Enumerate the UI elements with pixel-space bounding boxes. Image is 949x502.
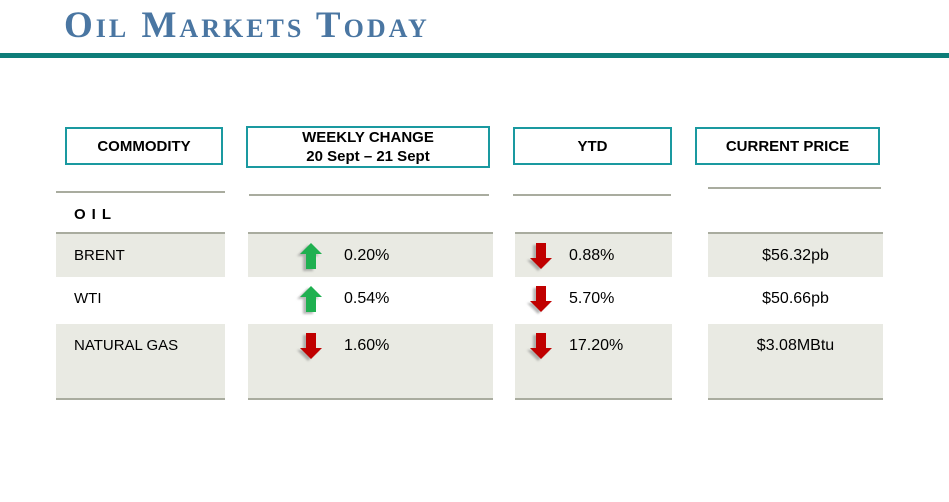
weekly-change-value: 0.20% <box>344 246 390 264</box>
arrow-down-icon <box>530 332 552 359</box>
ytd-value: 5.70% <box>569 289 615 307</box>
weekly-change-column: 0.20% 0.54% 1.60% <box>248 232 493 400</box>
column-header-label: CURRENT PRICE <box>725 137 850 155</box>
table-row: BRENT <box>56 234 225 277</box>
current-price-value: $3.08MBtu <box>756 336 835 354</box>
table-row: $3.08MBtu <box>708 324 883 398</box>
divider-line <box>249 194 489 196</box>
table-row: 0.54% <box>248 277 493 320</box>
section-label-oil: OIL <box>74 206 117 223</box>
weekly-change-value: 0.54% <box>344 289 390 307</box>
page-title: Oil Markets Today <box>64 5 430 46</box>
divider-line <box>56 191 225 193</box>
divider-line <box>513 194 671 196</box>
arrow-down-icon <box>300 332 322 359</box>
current-price-value: $56.32pb <box>762 246 829 264</box>
table-row: 0.88% <box>515 234 672 277</box>
table-row: 0.20% <box>248 234 493 277</box>
table-row: WTI <box>56 277 225 320</box>
column-header-sublabel: 20 Sept – 21 Sept <box>306 148 430 165</box>
table-row: NATURAL GAS <box>56 324 225 398</box>
ytd-value: 17.20% <box>569 336 624 354</box>
table-row: $56.32pb <box>708 234 883 277</box>
table-row: 1.60% <box>248 324 493 398</box>
column-header-commodity: COMMODITY <box>65 127 223 165</box>
arrow-down-icon <box>530 242 552 269</box>
table-row: $50.66pb <box>708 277 883 320</box>
ytd-column: 0.88% 5.70% 17.20% <box>515 232 672 400</box>
current-price-value: $50.66pb <box>762 289 829 307</box>
arrow-up-icon <box>300 242 322 269</box>
commodity-name: BRENT <box>74 247 125 264</box>
title-divider-rule <box>0 53 949 58</box>
column-header-label: WEEKLY CHANGE <box>302 129 434 146</box>
arrow-up-icon <box>300 285 322 312</box>
table-row: 5.70% <box>515 277 672 320</box>
ytd-value: 0.88% <box>569 246 615 264</box>
current-price-column: $56.32pb $50.66pb $3.08MBtu <box>708 232 883 400</box>
column-header-current-price: CURRENT PRICE <box>695 127 880 165</box>
commodity-name: WTI <box>74 290 102 307</box>
column-header-ytd: YTD <box>513 127 672 165</box>
column-header-label: COMMODITY <box>97 137 191 155</box>
commodity-name: NATURAL GAS <box>74 337 179 354</box>
weekly-change-value: 1.60% <box>344 336 390 354</box>
arrow-down-icon <box>530 285 552 312</box>
commodity-column: BRENT WTI NATURAL GAS <box>56 232 225 400</box>
column-header-label: YTD <box>577 137 608 155</box>
column-header-weekly-change: WEEKLY CHANGE 20 Sept – 21 Sept <box>246 126 490 168</box>
divider-line <box>708 187 881 189</box>
table-row: 17.20% <box>515 324 672 398</box>
